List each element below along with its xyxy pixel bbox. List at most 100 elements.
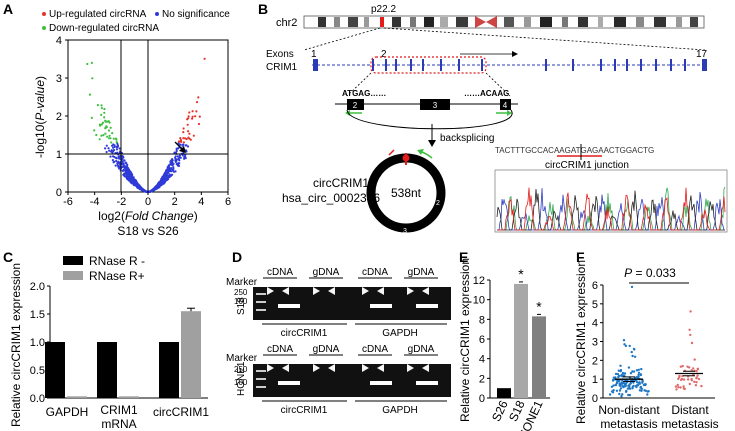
gel-bands (256, 287, 438, 388)
f-point (677, 386, 680, 389)
gel-lane-header: cDNA (362, 267, 388, 278)
volcano-point (188, 132, 191, 135)
volcano-point (155, 186, 158, 189)
f-point (641, 381, 644, 384)
f-point (623, 372, 627, 375)
c-bar (67, 396, 87, 398)
volcano-points (86, 57, 206, 194)
volcano-point (125, 166, 128, 169)
volcano-point (105, 150, 108, 154)
gel-primer-triangle-icon (313, 364, 320, 372)
c-bars (45, 307, 201, 398)
c-ticks: 0.0 0.5 1.0 1.5 2.0 (30, 281, 50, 405)
volcano-point (158, 184, 161, 187)
volcano-point (142, 189, 145, 192)
y-tick-label: 3 (56, 73, 62, 85)
svg-text:2: 2 (436, 200, 440, 207)
arrow-head-icon (512, 51, 518, 57)
gel-primer-triangle-icon (267, 364, 274, 372)
gene-exon (626, 59, 628, 71)
gene-exon (684, 59, 686, 71)
volcano-point (175, 163, 178, 166)
volcano-point (104, 132, 107, 135)
marker-label-2: Marker (226, 353, 258, 364)
volcano-point (148, 190, 151, 193)
f-point (614, 372, 618, 376)
f-point (636, 381, 639, 384)
panel-label-f: F (576, 249, 585, 265)
f-point (690, 341, 694, 345)
f-point (627, 393, 630, 397)
zoom-line-left (303, 27, 381, 51)
volcano-point (131, 173, 134, 176)
volcano-point (185, 150, 188, 153)
volcano-point (90, 116, 93, 119)
f-point (677, 377, 680, 381)
volcano-point (111, 159, 114, 162)
volcano-point (180, 140, 183, 143)
volcano-point (95, 133, 98, 137)
gel-marker-band (256, 293, 266, 295)
f-point (674, 385, 678, 388)
gel-primer-triangle-icon (282, 364, 289, 372)
seq-left: ATGAG…… (342, 89, 386, 98)
legend-nosig-marker (155, 12, 159, 16)
e-bar (497, 388, 511, 398)
zoom2-left (346, 72, 372, 97)
f-point (635, 385, 638, 389)
f-point (639, 373, 643, 376)
volcano-point (115, 141, 118, 144)
gel-lane-header: cDNA (267, 344, 293, 355)
svg-text:4: 4 (382, 172, 386, 179)
volcano-point (109, 137, 112, 140)
f-point (644, 389, 647, 392)
volcano-point (128, 174, 131, 177)
c-xlabel-gapdh: GAPDH (46, 405, 89, 419)
volcano-x-ticks: -6 -4 -2 0 2 4 6 (63, 192, 231, 208)
gene-exon (458, 59, 460, 71)
exons-label: Exons (266, 49, 294, 60)
panel-c: C RNase R - RNase R+ 0.0 0.5 1.0 1.5 2.0 Rel… (3, 249, 209, 431)
f-point (617, 375, 620, 379)
c-y-tick-label: 1.0 (30, 337, 45, 349)
f-point (686, 378, 690, 381)
volcano-point (104, 147, 107, 150)
volcano-arrow-icon (174, 141, 186, 153)
legend-rnase-plus: RNase R+ (89, 269, 145, 283)
f-point (620, 395, 623, 398)
volcano-point (192, 134, 195, 137)
volcano-point (118, 151, 121, 154)
c-xlabel-mrna: mRNA (101, 417, 136, 431)
row-label-s18: S18 (236, 297, 247, 315)
panel-d: D Marker Marker cDNA gDNA cDNA gDNA cDNA gDNA… (226, 249, 451, 416)
f-point (611, 379, 615, 382)
exon-last: 17 (696, 49, 708, 60)
volcano-point (185, 137, 188, 141)
gene-exon (670, 59, 672, 71)
f-y-tick-label: 3 (592, 337, 598, 349)
f-point (631, 354, 634, 358)
gel-marker-band (256, 309, 266, 311)
f-y-tick-label: 2 (592, 355, 598, 367)
gel-primer-triangle-icon (313, 287, 320, 295)
volcano-point (112, 150, 115, 153)
exon-first: 1 (311, 49, 317, 60)
volcano-point (155, 184, 158, 187)
f-y-tick-label: 5 (592, 299, 598, 311)
chromosome-name: chr2 (276, 17, 297, 29)
panel-a: A Up-regulated circRNA No significance D… (3, 1, 231, 238)
f-point (692, 367, 695, 370)
premrna-exons: 2 3 4 (347, 99, 511, 110)
volcano-point (187, 130, 190, 133)
volcano-point (103, 116, 106, 119)
e-ylabel: Relative circCRIM1 expression (458, 258, 472, 422)
volcano-point (194, 115, 197, 118)
volcano-point (178, 143, 181, 146)
gel-band-gapdh-cdna (370, 381, 392, 385)
zoom2-right (485, 72, 511, 97)
gene-exon (422, 59, 424, 71)
size-100-a: 100 (234, 297, 248, 306)
volcano-point (165, 175, 168, 178)
legend-rnase-plus-swatch (63, 271, 83, 280)
